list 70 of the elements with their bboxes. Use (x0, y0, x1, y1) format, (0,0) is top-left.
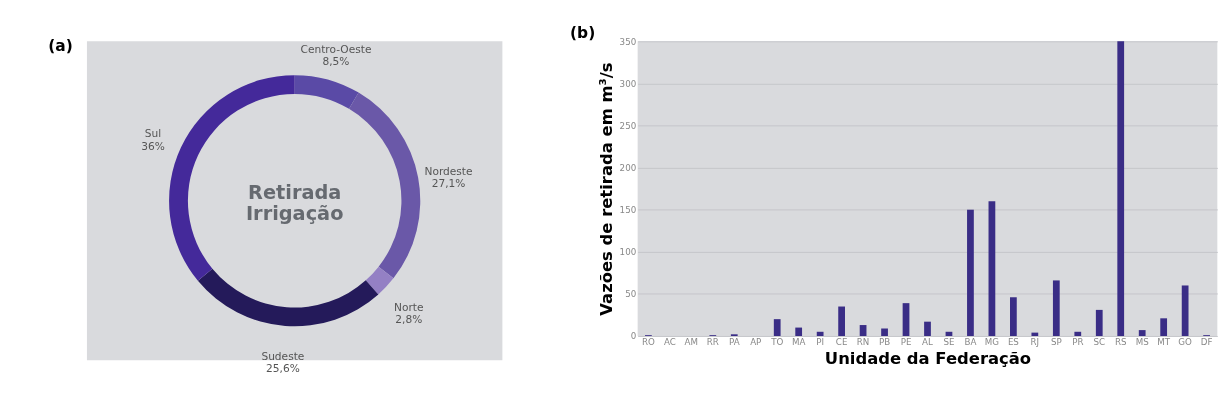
x-tick-label: MT (1157, 337, 1171, 348)
x-tick-label: AL (922, 337, 934, 348)
x-tick-label: GO (1178, 337, 1193, 348)
donut-slice (197, 268, 379, 327)
donut-slice (349, 92, 421, 279)
x-tick-label: BA (964, 337, 977, 348)
x-tick-label: SC (1093, 337, 1106, 348)
x-axis-title: Unidade da Federação (824, 348, 1032, 368)
data-label: 36% (141, 139, 165, 153)
bar (1095, 309, 1103, 336)
bar (1181, 285, 1189, 336)
x-tick-label: SP (1050, 337, 1062, 348)
slice-label: Centro-Oeste (300, 42, 372, 56)
x-tick-label: AP (750, 337, 762, 348)
text: (b) (570, 24, 596, 43)
x-tick-label: RS (1114, 337, 1127, 348)
data-label: 2,8% (395, 313, 423, 327)
bar (1052, 280, 1060, 336)
y-tick-label: 0 (630, 331, 637, 342)
bar (838, 306, 845, 336)
x-tick-label: SE (943, 337, 955, 348)
x-tick-label: RN (856, 337, 870, 348)
slice-label: Norte (394, 300, 424, 314)
y-tick-label: 150 (619, 205, 637, 216)
bar (1031, 332, 1039, 336)
x-tick-label: MG (984, 337, 1000, 348)
donut-slice (365, 266, 394, 295)
y-tick-label: 250 (619, 120, 637, 131)
text: Retirada Irrigação (245, 180, 344, 226)
slice-label: Sudeste (261, 349, 305, 363)
donut-slice (294, 75, 359, 109)
x-tick-label: MS (1135, 337, 1150, 348)
bar (1138, 330, 1146, 336)
bar (1009, 297, 1017, 336)
y-tick-label: 200 (619, 162, 637, 173)
data-label: 27,1% (431, 177, 466, 191)
y-axis-title: Vazões de retirada em m³/s (596, 62, 616, 316)
x-tick-label: PA (728, 337, 740, 348)
x-tick-label: PI (816, 337, 825, 348)
x-tick-label: ES (1007, 337, 1020, 348)
x-tick-label: AC (663, 337, 676, 348)
y-tick-label: 350 (619, 36, 637, 47)
x-tick-label: MA (791, 337, 806, 348)
bar (924, 321, 931, 336)
data-label: 25,6% (266, 362, 300, 376)
bar (816, 331, 824, 336)
bar (881, 328, 888, 336)
y-tick-label: 300 (619, 78, 637, 89)
x-tick-label: PB (878, 337, 891, 348)
text: (a) (48, 36, 73, 55)
x-tick-label: CE (835, 337, 848, 348)
y-tick-label: 50 (625, 289, 637, 300)
bar (967, 209, 974, 336)
x-tick-label: TO (770, 337, 784, 348)
x-tick-label: AM (684, 337, 699, 348)
x-tick-label: DF (1200, 337, 1213, 348)
bar (1160, 318, 1168, 336)
x-tick-label: RJ (1030, 337, 1040, 348)
bar (795, 327, 803, 336)
x-tick-label: PE (900, 337, 912, 348)
slice-label: Nordeste (424, 164, 473, 178)
x-tick-label: PR (1072, 337, 1084, 348)
x-tick-label: RR (706, 337, 719, 348)
slice-label: Sul (144, 126, 162, 140)
bar (1074, 331, 1082, 336)
y-tick-label: 100 (619, 247, 637, 258)
bar (1117, 41, 1125, 336)
bar (773, 319, 781, 336)
x-tick-label: RO (641, 337, 655, 348)
data-label: 8,5% (322, 55, 350, 69)
